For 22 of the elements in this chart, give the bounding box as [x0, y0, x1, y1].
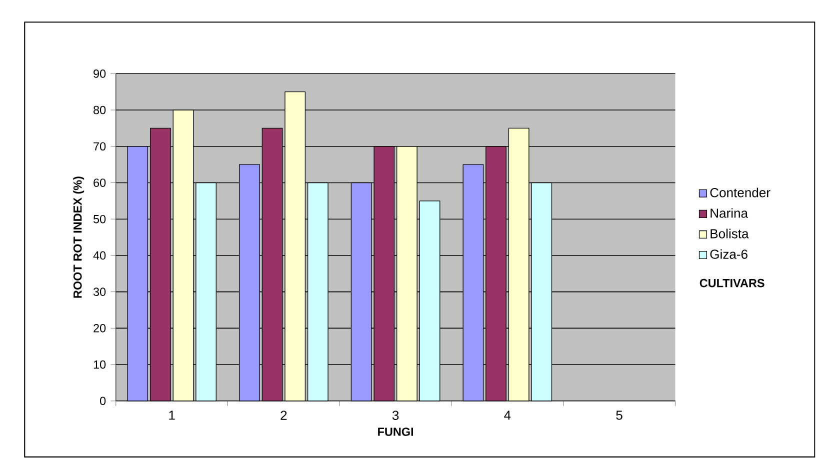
y-tick-label: 30: [93, 288, 106, 296]
x-tick-label: 2: [280, 410, 287, 420]
x-axis-title: FUNGI: [378, 428, 414, 436]
y-tick-label: 20: [94, 324, 106, 333]
y-tick-label: 0: [100, 396, 106, 406]
y-tick-label: 10: [94, 360, 106, 369]
legend-title: CULTIVARS: [700, 279, 764, 288]
legend-label: Contender: [710, 188, 770, 198]
y-tick-label: 70: [94, 142, 106, 151]
y-tick-label: 90: [94, 70, 106, 78]
x-tick-label: 4: [504, 410, 511, 420]
y-tick-label: 40: [93, 251, 106, 260]
y-tick-label: 60: [94, 178, 106, 188]
y-axis-title: ROOT ROT INDEX (%): [73, 176, 84, 298]
y-tick-label: 50: [93, 215, 106, 224]
legend-label: Narina: [710, 208, 748, 218]
legend-label: Giza-6: [710, 249, 748, 260]
x-tick-label: 3: [392, 410, 399, 420]
legend-label: Bolista: [710, 228, 749, 239]
x-tick-label: 1: [169, 410, 175, 420]
y-tick-label: 80: [94, 106, 106, 114]
x-tick-label: 5: [616, 410, 622, 420]
